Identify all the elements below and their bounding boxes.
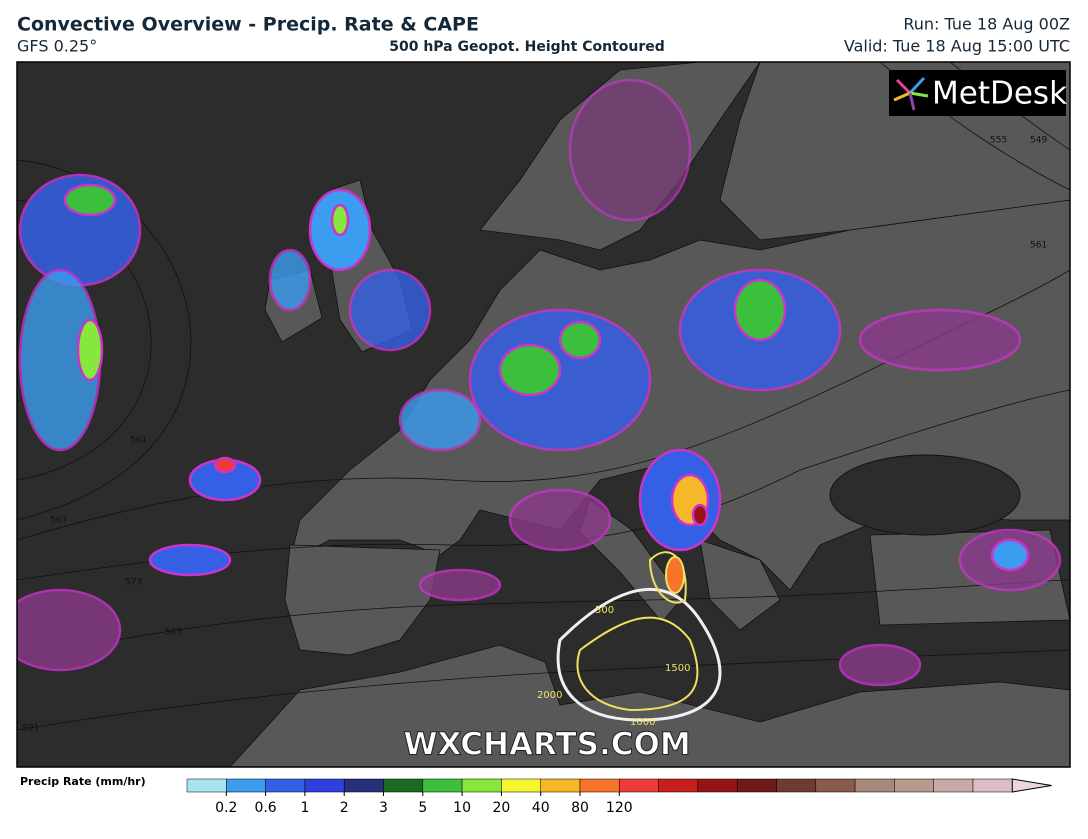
colorbar-tick-label: 3 (379, 800, 388, 816)
logo-text: MetDesk (932, 76, 1067, 112)
contour-label: 561 (130, 436, 147, 446)
colorbar-segment (226, 778, 266, 793)
colorbar-segment (461, 778, 502, 793)
colorbar-segment (736, 778, 777, 793)
watermark: WXCHARTS.COM (403, 727, 690, 763)
contour-label: 555 (990, 136, 1007, 146)
colorbar-segment (854, 778, 895, 793)
map-frame (16, 61, 1071, 768)
model: GFS 0.25° (17, 37, 97, 56)
contour-label: 561 (1030, 241, 1047, 251)
cape-label: 500 (595, 605, 614, 616)
subtitle: 500 hPa Geopot. Height Contoured (389, 39, 665, 55)
colorbar: 0.2 0.6 1 2 3 5 10 20 40 80 120 (186, 778, 1052, 816)
precip (17, 78, 1062, 687)
valid: Valid: Tue 18 Aug 15:00 UTC (844, 37, 1070, 56)
logo-icon (893, 76, 929, 111)
colorbar-tick-label: 5 (418, 800, 427, 816)
map: 561 567 573 585 591 555 549 561 2000 150… (16, 61, 1071, 768)
cape-label: 2000 (537, 690, 562, 701)
colorbar-segment (776, 778, 817, 793)
colorbar-segment (304, 778, 345, 793)
cape-label: 1500 (665, 663, 690, 674)
colorbar-tick-label: 120 (606, 800, 633, 816)
colorbar-segment (501, 778, 541, 793)
contour-label: 549 (1030, 136, 1047, 146)
colorbar-segment (933, 778, 974, 793)
colorbar-segment (658, 778, 699, 793)
colorbar-arrow (1011, 778, 1052, 793)
colorbar-segment (894, 778, 934, 793)
colorbar-segment (697, 778, 738, 793)
cape-label: 1000 (630, 717, 655, 728)
colorbar-tick-label: 1 (300, 800, 309, 816)
colorbar-tick-label: 0.6 (254, 800, 276, 816)
run: Run: Tue 18 Aug 00Z (903, 15, 1070, 34)
title: Convective Overview - Precip. Rate & CAP… (17, 14, 479, 36)
colorbar-segment (619, 778, 659, 793)
colorbar-segment (383, 778, 424, 793)
colorbar-segment (972, 778, 1013, 793)
contour-label: 591 (22, 724, 39, 734)
colorbar-tick-label: 80 (571, 800, 589, 816)
colorbar-segment (422, 778, 463, 793)
colorbar-segment (540, 778, 581, 793)
colorbar-segment (343, 778, 384, 793)
contour-label: 567 (50, 516, 67, 526)
colorbar-segment (579, 778, 620, 793)
colorbar-tick-label: 20 (492, 800, 510, 816)
colorbar-segment (186, 778, 227, 793)
logo: MetDesk (889, 70, 1067, 116)
colorbar-segment (265, 778, 306, 793)
colorbar-tick-label: 0.2 (215, 800, 237, 816)
colorbar-label: Precip Rate (mm/hr) (20, 775, 146, 788)
cape (556, 551, 722, 722)
colorbar-tick-label: 40 (532, 800, 550, 816)
colorbar-tick-label: 2 (340, 800, 349, 816)
colorbar-tick-label: 10 (453, 800, 471, 816)
contour-label: 585 (165, 628, 182, 638)
contour-label: 573 (125, 578, 142, 588)
colorbar-segment (815, 778, 856, 793)
